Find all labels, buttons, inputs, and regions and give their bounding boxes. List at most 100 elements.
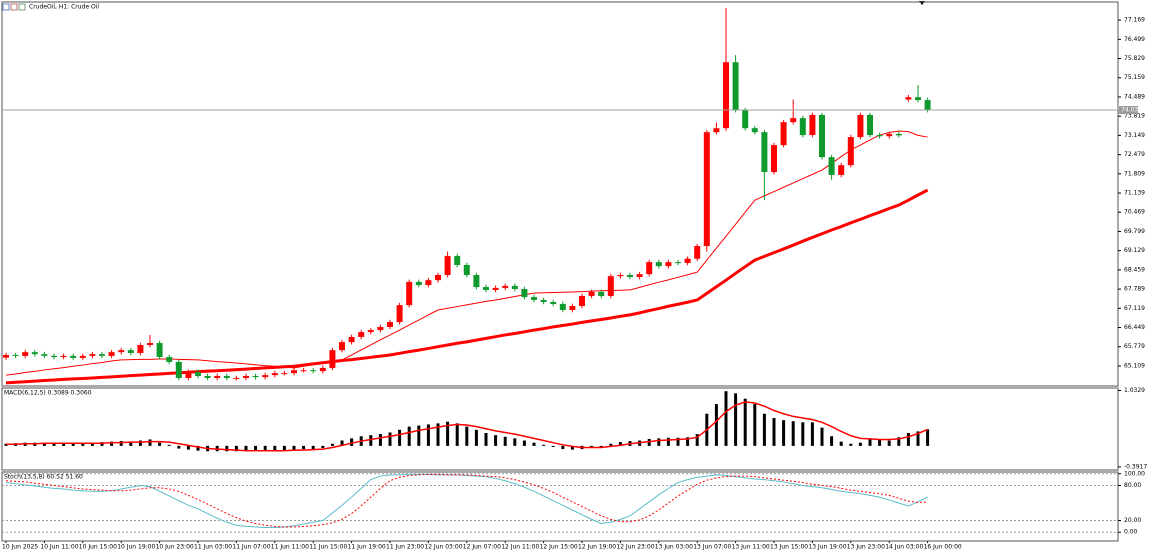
candle-body <box>675 262 681 264</box>
candle-body <box>598 291 605 296</box>
candle-body <box>780 122 787 146</box>
header-icon <box>2 3 10 11</box>
macd-bar <box>849 443 853 446</box>
x-tick-label: 11 Jun 11:00 <box>271 544 309 551</box>
x-tick-label: 13 Jun 19:00 <box>808 544 846 551</box>
candle-body <box>550 301 557 304</box>
candle-body <box>521 289 528 298</box>
candle-body <box>828 157 835 175</box>
candle-body <box>233 377 240 379</box>
x-tick-label: 11 Jun 19:00 <box>348 544 386 551</box>
macd-bar <box>830 436 834 446</box>
x-tick-label: 16 Jun 00:00 <box>924 544 962 551</box>
x-tick-label: 14 Jun 03:00 <box>885 544 923 551</box>
candle-body <box>204 375 211 378</box>
header-icon <box>18 3 26 11</box>
candle-body <box>559 303 566 311</box>
candle-body <box>243 375 249 378</box>
x-tick-label: 10 Jun 11:00 <box>40 544 78 551</box>
candle-body <box>655 262 662 267</box>
candle-body <box>713 128 720 133</box>
macd-bar <box>263 445 267 451</box>
candle-body <box>588 291 595 296</box>
macd-bar <box>906 433 910 446</box>
candle-body <box>473 275 480 288</box>
macd-bar <box>503 436 507 446</box>
y-tick-label: 73.819 <box>1124 113 1145 120</box>
macd-bar <box>676 437 680 446</box>
candle-body <box>137 344 144 354</box>
x-tick-label: 11 Jun 07:00 <box>232 544 270 551</box>
candle-body <box>511 285 518 290</box>
macd-bar <box>657 438 661 446</box>
candle-body <box>291 370 297 374</box>
header-icon <box>10 3 18 11</box>
candle-body <box>377 326 384 331</box>
candle-body <box>281 373 288 375</box>
y-tick-label: 1.0329 <box>1124 387 1145 394</box>
candle-body <box>809 114 816 136</box>
macd-bar <box>714 404 718 446</box>
y-tick-label: 70.469 <box>1124 209 1145 216</box>
x-tick-label: 13 Jun 03:00 <box>655 544 693 551</box>
y-tick-label: 74.489 <box>1124 93 1145 100</box>
macd-bar <box>897 437 901 446</box>
candle-body <box>329 350 336 368</box>
candle-body <box>617 275 624 277</box>
macd-bar <box>743 398 747 446</box>
x-tick-label: 10 Jun 2025 <box>2 544 38 551</box>
macd-bar <box>119 441 123 446</box>
candle-body <box>89 354 96 356</box>
candle-body <box>607 276 614 296</box>
macd-bar <box>868 439 872 446</box>
panel-title: Stoch(13,5,8) 60.52 51.60 <box>4 474 83 481</box>
candle-body <box>156 342 163 358</box>
macd-bar <box>666 437 670 446</box>
candle-body <box>3 355 9 358</box>
macd-bar <box>484 433 488 446</box>
x-tick-label: 13 Jun 23:00 <box>847 544 885 551</box>
candle-body <box>319 367 326 372</box>
macd-bar <box>234 445 238 452</box>
candle-body <box>406 281 413 306</box>
candle-body <box>252 375 259 378</box>
y-tick-label: 71.139 <box>1124 190 1145 197</box>
candle-body <box>703 132 710 247</box>
macd-bar <box>916 431 920 446</box>
macd-bar <box>292 445 296 450</box>
y-tick-label: 20.00 <box>1124 517 1141 524</box>
panel-title: CrudeOil, H1: Crude Oil <box>29 4 99 11</box>
y-tick-label: 77.169 <box>1124 17 1145 24</box>
macd-bar <box>791 421 795 446</box>
macd-bar <box>772 418 776 446</box>
candle-body <box>819 114 825 158</box>
candle-body <box>502 285 509 288</box>
panel-frame <box>1 1 1119 387</box>
macd-bar <box>810 422 814 446</box>
stoch-signal-line <box>5 473 928 528</box>
candle-body <box>540 299 547 302</box>
macd-bar <box>609 443 613 446</box>
macd-bar <box>340 440 344 446</box>
macd-bar <box>599 445 603 448</box>
candle-body <box>195 371 201 376</box>
candle-body <box>723 62 729 129</box>
candle-body <box>838 165 845 175</box>
y-tick-label: 100.00 <box>1124 470 1145 477</box>
macd-bar <box>321 445 325 449</box>
macd-bar <box>129 441 133 446</box>
macd-bar <box>388 432 392 446</box>
candle-body <box>127 350 134 354</box>
macd-bar <box>513 438 517 446</box>
y-tick-label: 65.109 <box>1124 362 1145 369</box>
candle-body <box>41 354 48 356</box>
y-tick-label: 68.459 <box>1124 266 1145 273</box>
macd-bar <box>378 434 382 446</box>
candle-body <box>444 256 451 276</box>
y-tick-label: 67.789 <box>1124 286 1145 293</box>
candle-body <box>915 97 921 101</box>
candle-body <box>905 97 912 100</box>
macd-bar <box>782 420 786 446</box>
candle-body <box>886 133 893 137</box>
x-tick-label: 11 Jun 15:00 <box>309 544 347 551</box>
